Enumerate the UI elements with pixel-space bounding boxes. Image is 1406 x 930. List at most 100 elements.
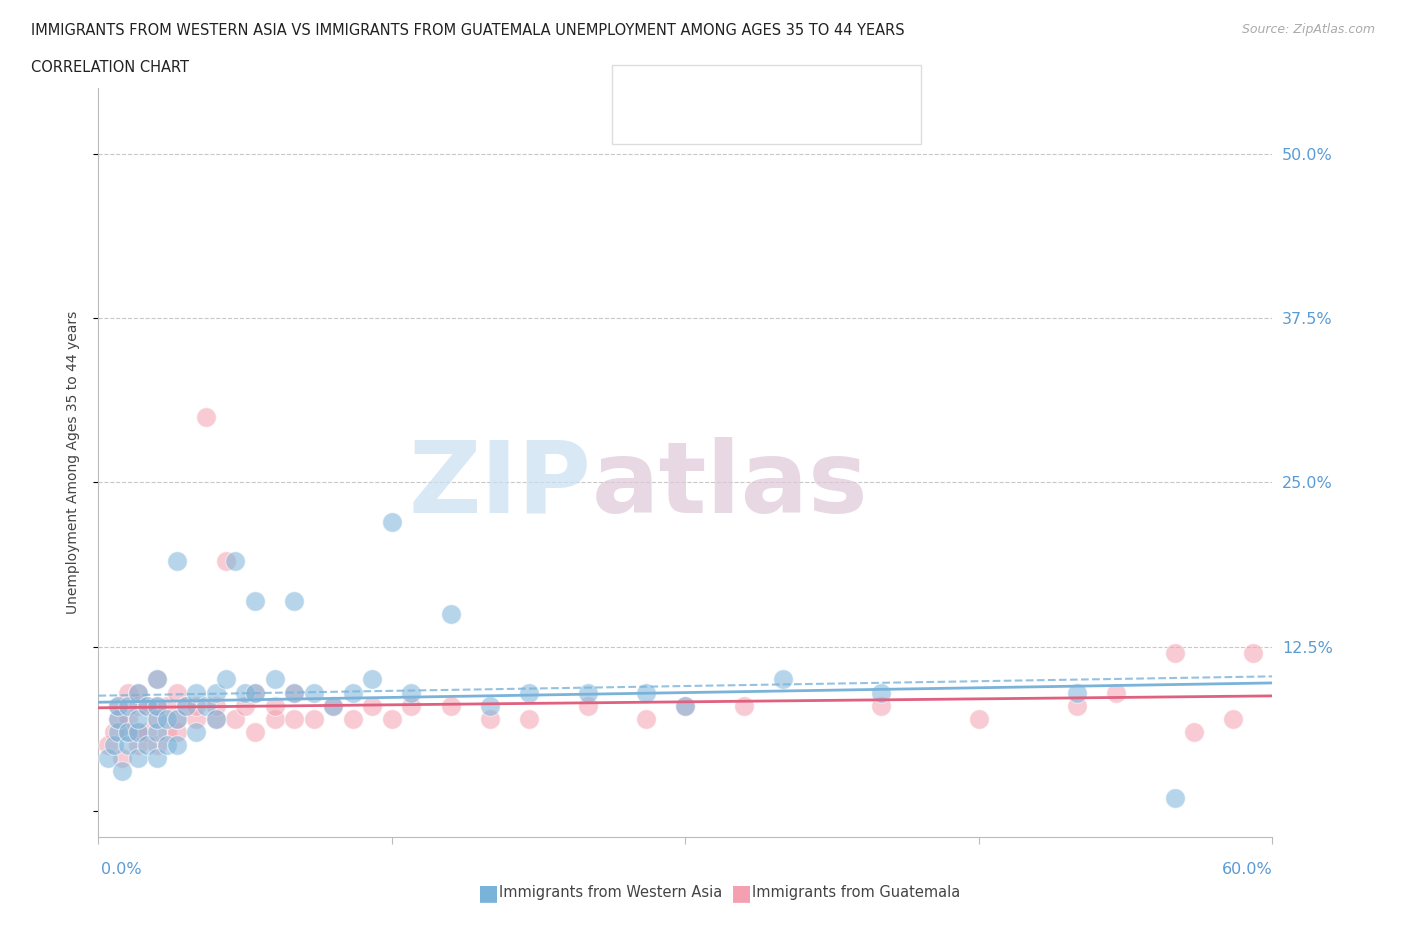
Point xyxy=(186,698,208,713)
Point xyxy=(263,672,285,687)
Text: Immigrants from Western Asia: Immigrants from Western Asia xyxy=(499,885,723,900)
Point xyxy=(146,711,169,726)
Point xyxy=(97,751,120,765)
Point xyxy=(243,593,266,608)
Text: ■: ■ xyxy=(731,883,752,903)
Point xyxy=(381,514,404,529)
Point xyxy=(302,685,325,700)
Point xyxy=(146,672,169,687)
Point xyxy=(224,553,246,568)
Point xyxy=(440,606,463,621)
Point xyxy=(103,724,125,739)
Point xyxy=(166,711,188,726)
Point xyxy=(205,711,228,726)
Point xyxy=(156,737,179,752)
Point xyxy=(636,711,658,726)
Point xyxy=(107,698,129,713)
Point xyxy=(117,698,139,713)
Text: 0.0%: 0.0% xyxy=(101,862,142,877)
Point xyxy=(107,711,129,726)
Point xyxy=(186,711,208,726)
Point xyxy=(156,724,179,739)
Point xyxy=(263,711,285,726)
Point xyxy=(772,672,794,687)
Point xyxy=(166,553,188,568)
Point xyxy=(156,698,179,713)
Point xyxy=(111,751,134,765)
Point xyxy=(136,737,159,752)
Point xyxy=(283,685,305,700)
Point xyxy=(117,724,139,739)
Point xyxy=(233,698,256,713)
Point xyxy=(146,698,169,713)
Point xyxy=(1105,685,1128,700)
Point xyxy=(214,672,236,687)
Point xyxy=(478,698,501,713)
Point xyxy=(136,724,159,739)
Point xyxy=(322,698,344,713)
Point xyxy=(517,685,540,700)
Point xyxy=(401,685,423,700)
Text: R = 0.098   N = 59: R = 0.098 N = 59 xyxy=(648,111,793,126)
Point xyxy=(186,685,208,700)
Point xyxy=(1066,698,1088,713)
Point xyxy=(127,698,149,713)
Point xyxy=(166,737,188,752)
Text: ■: ■ xyxy=(626,111,643,128)
Point xyxy=(733,698,755,713)
Point xyxy=(205,711,228,726)
Point xyxy=(283,711,305,726)
Text: R = 0.338   N = 55: R = 0.338 N = 55 xyxy=(648,79,793,94)
Point xyxy=(107,724,129,739)
Point xyxy=(136,698,159,713)
Point xyxy=(283,685,305,700)
Text: ■: ■ xyxy=(478,883,499,903)
Point xyxy=(361,672,384,687)
Point xyxy=(1241,645,1264,660)
Point xyxy=(243,724,266,739)
Point xyxy=(127,751,149,765)
Point xyxy=(1182,724,1205,739)
Point xyxy=(127,711,149,726)
Point xyxy=(361,698,384,713)
Y-axis label: Unemployment Among Ages 35 to 44 years: Unemployment Among Ages 35 to 44 years xyxy=(66,311,80,615)
Point xyxy=(117,711,139,726)
Point xyxy=(186,724,208,739)
Point xyxy=(342,685,364,700)
Text: CORRELATION CHART: CORRELATION CHART xyxy=(31,60,188,75)
Point xyxy=(870,685,893,700)
Point xyxy=(302,711,325,726)
Point xyxy=(205,685,228,700)
Point xyxy=(111,764,134,778)
Point xyxy=(1066,685,1088,700)
Point xyxy=(576,698,599,713)
Point xyxy=(243,685,266,700)
Point xyxy=(166,711,188,726)
Point xyxy=(478,711,501,726)
Point xyxy=(636,685,658,700)
Point xyxy=(195,698,218,713)
Point xyxy=(263,698,285,713)
Point xyxy=(117,685,139,700)
Point xyxy=(214,553,236,568)
Text: ZIP: ZIP xyxy=(409,436,592,534)
Point xyxy=(401,698,423,713)
Point xyxy=(224,711,246,726)
Point xyxy=(146,672,169,687)
Point xyxy=(1163,790,1185,805)
Text: atlas: atlas xyxy=(592,436,868,534)
Point xyxy=(967,711,990,726)
Point xyxy=(146,751,169,765)
Point xyxy=(146,724,169,739)
Point xyxy=(176,698,198,713)
Point xyxy=(97,737,120,752)
Point xyxy=(243,685,266,700)
Point xyxy=(381,711,404,726)
Point xyxy=(127,724,149,739)
Point xyxy=(146,711,169,726)
Point xyxy=(127,737,149,752)
Text: Immigrants from Guatemala: Immigrants from Guatemala xyxy=(752,885,960,900)
Point xyxy=(440,698,463,713)
Point xyxy=(117,737,139,752)
Point xyxy=(205,698,228,713)
